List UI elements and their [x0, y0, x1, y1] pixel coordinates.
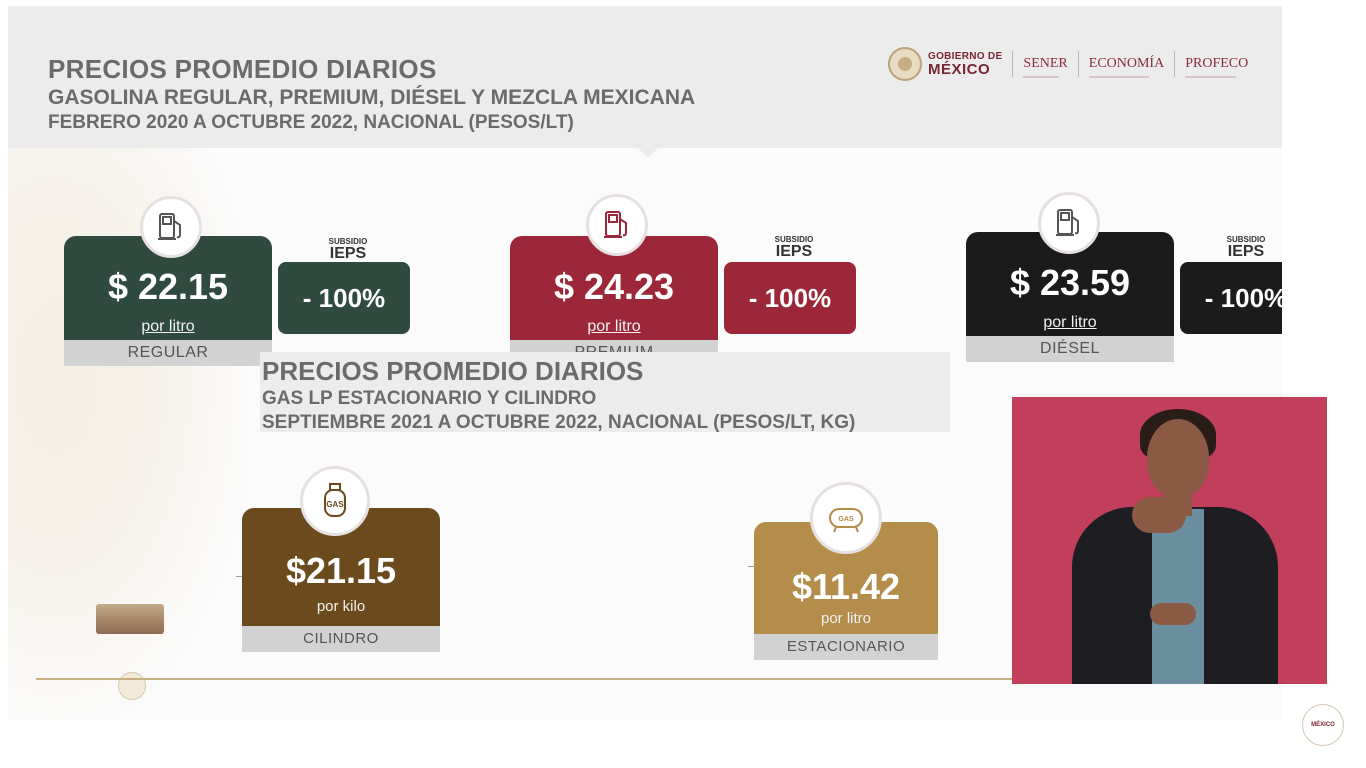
category-label: CILINDRO	[242, 626, 440, 652]
gas-header-subtitle-2: SEPTIEMBRE 2021 A OCTUBRE 2022, NACIONAL…	[262, 412, 856, 433]
header-notch	[638, 148, 658, 158]
price-value: $ 22.15	[107, 266, 229, 307]
sener-logo: SENER	[1023, 56, 1068, 78]
interpreter-hand	[1132, 497, 1186, 533]
subsidy-ieps: IEPS	[1227, 243, 1265, 260]
price-value: $ 23.59	[1009, 262, 1131, 303]
gas-header-title: PRECIOS PROMEDIO DIARIOS	[262, 356, 644, 386]
corner-logo-text: MÉXICO	[1311, 722, 1335, 728]
subsidy-box-diesel: - 100%	[1180, 262, 1282, 334]
category-label: DIÉSEL	[966, 336, 1174, 362]
gas-header-subtitle-1: GAS LP ESTACIONARIO Y CILINDRO	[262, 388, 597, 409]
gas-icon-text: GAS	[838, 516, 854, 523]
price-unit: por litro	[1043, 314, 1097, 331]
gobierno-logo: GOBIERNO DE MÉXICO	[928, 50, 1003, 78]
fuel-pump-icon	[586, 194, 648, 256]
interpreter-face	[1147, 419, 1209, 497]
interpreter-shirt	[1152, 509, 1204, 684]
gobierno-line-2: MÉXICO	[928, 60, 991, 78]
government-seal-icon	[888, 47, 922, 81]
header-subtitle-2: FEBRERO 2020 A OCTUBRE 2022, NACIONAL (P…	[48, 112, 574, 133]
subsidy-label-premium: SUBSIDIO IEPS	[754, 236, 834, 260]
price-unit: por litro	[587, 318, 641, 335]
background-pattern	[8, 148, 248, 720]
subsidy-label-regular: SUBSIDIO IEPS	[308, 238, 388, 262]
price-unit: por litro	[820, 610, 872, 627]
footer-seal-icon	[118, 672, 146, 700]
logo-divider	[1012, 51, 1014, 77]
price-value: $ 24.23	[553, 266, 675, 307]
mural-image	[96, 604, 164, 634]
profeco-logo: PROFECO	[1185, 56, 1249, 78]
price-value: $21.15	[285, 550, 397, 591]
gobierno-line-1: GOBIERNO DE	[928, 50, 1003, 62]
subsidy-small: SUBSIDIO	[774, 235, 814, 244]
category-label: REGULAR	[64, 340, 272, 366]
economia-logo: ECONOMÍA	[1088, 56, 1165, 78]
interpreter-video	[1012, 397, 1327, 684]
logo-divider	[1077, 51, 1079, 77]
gas-icon-text: GAS	[326, 500, 344, 509]
subsidy-small: SUBSIDIO	[328, 237, 368, 246]
header-subtitle-1: GASOLINA REGULAR, PREMIUM, DIÉSEL Y MEZC…	[48, 86, 696, 109]
corner-mexico-logo: MÉXICO	[1302, 704, 1344, 746]
gas-tank-icon: GAS	[810, 482, 882, 554]
presentation-slide: PRECIOS PROMEDIO DIARIOS GASOLINA REGULA…	[8, 6, 1282, 720]
fuel-pump-icon	[140, 196, 202, 258]
category-label: ESTACIONARIO	[754, 634, 938, 660]
subsidy-box-premium: - 100%	[724, 262, 856, 334]
connector-tick	[748, 566, 754, 567]
subsidy-ieps: IEPS	[775, 243, 813, 260]
logo-divider	[1174, 51, 1176, 77]
price-unit: por kilo	[316, 598, 366, 615]
footer-divider	[36, 678, 1018, 680]
subsidy-label-diesel: SUBSIDIO IEPS	[1206, 236, 1282, 260]
header-title: PRECIOS PROMEDIO DIARIOS	[48, 54, 437, 84]
interpreter-hand	[1150, 603, 1196, 625]
price-value: $11.42	[791, 566, 901, 607]
gas-cylinder-icon: GAS	[300, 466, 370, 536]
subsidy-box-regular: - 100%	[278, 262, 410, 334]
subsidy-ieps: IEPS	[329, 245, 367, 262]
gas-lp-header: PRECIOS PROMEDIO DIARIOS GAS LP ESTACION…	[260, 352, 950, 433]
subsidy-small: SUBSIDIO	[1226, 235, 1266, 244]
slide-header: PRECIOS PROMEDIO DIARIOS GASOLINA REGULA…	[8, 6, 1282, 148]
logos-bar: GOBIERNO DE MÉXICO SENER ECONOMÍA PROFEC…	[888, 46, 1248, 82]
connector-tick	[236, 576, 242, 577]
fuel-pump-icon	[1038, 192, 1100, 254]
price-unit: por litro	[141, 318, 195, 335]
